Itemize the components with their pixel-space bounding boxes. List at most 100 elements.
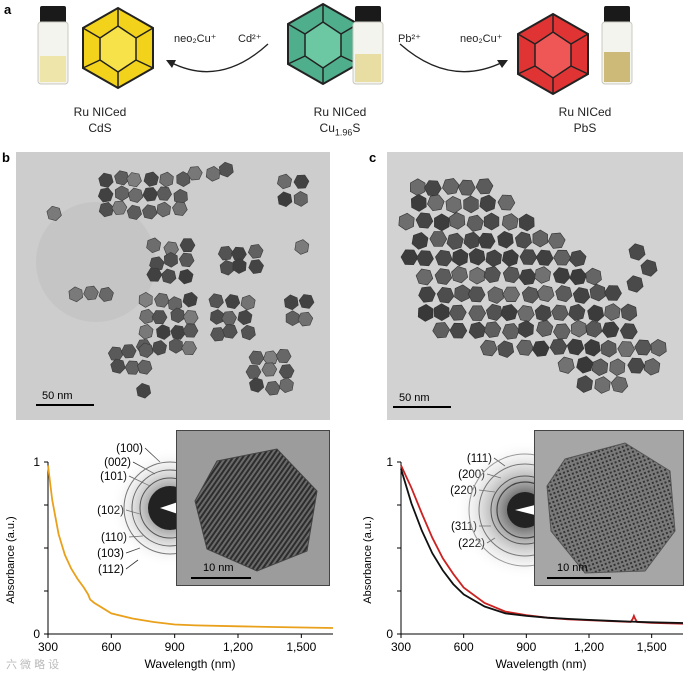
nanoparticle [208, 293, 224, 309]
nanoparticle [417, 304, 434, 322]
tem-image-b: 50 nm [16, 152, 330, 420]
nanoparticle [514, 231, 532, 249]
nanoparticle [553, 323, 571, 340]
nanoparticle [477, 232, 496, 249]
nanoparticle [159, 171, 174, 188]
nanoparticle [449, 212, 466, 230]
nanoparticle [557, 356, 575, 374]
x-tick-label: 900 [516, 640, 536, 654]
hrtem-image-b: 10 nm [176, 430, 330, 586]
nanoparticle [187, 166, 203, 181]
nanoparticle [436, 286, 455, 304]
panel-label-b: b [2, 150, 10, 165]
nanoparticle [146, 267, 163, 282]
nanoparticle [278, 364, 295, 379]
x-tick-label: 300 [391, 640, 411, 654]
nanoparticle [517, 305, 535, 322]
ring-label: (112) [98, 564, 124, 576]
right-arrow-reagent: Pb²⁺ [398, 33, 421, 45]
nanoparticle [487, 286, 504, 304]
nanoparticle [468, 305, 487, 321]
nanoparticle [568, 303, 586, 322]
ring-label: (100) [116, 443, 143, 455]
nanoparticle [451, 265, 469, 284]
nanoparticle [416, 250, 434, 267]
nanoparticle [570, 319, 587, 338]
nanoparticle [432, 322, 450, 339]
nanoparticle [448, 304, 467, 321]
nanoparticle [151, 340, 167, 356]
ring-leader [125, 559, 139, 570]
hr-scale-label-c: 10 nm [557, 562, 588, 574]
scale-bar-b [36, 404, 94, 406]
nanoparticle [585, 320, 603, 338]
nanoparticle [410, 194, 427, 212]
xlabel-b: Wavelength (nm) [145, 657, 236, 671]
hr-scale-label-b: 10 nm [203, 562, 234, 574]
nanoparticle [449, 322, 468, 339]
nanoparticle [169, 337, 183, 354]
nanoparticle [120, 344, 137, 359]
nanoparticle [283, 294, 299, 311]
nanoparticle [297, 311, 314, 327]
nanoparticle [179, 238, 196, 252]
nanoparticle [110, 358, 126, 374]
nanoparticle [151, 310, 168, 325]
nanoparticle [587, 304, 605, 323]
nanoparticle [400, 249, 419, 266]
nanoparticle [518, 213, 535, 232]
nanoparticle [466, 214, 484, 232]
series-line-CdS [47, 465, 334, 629]
nanoparticle [549, 338, 568, 355]
nanoparticle [517, 320, 534, 338]
nanoparticle [143, 171, 159, 187]
nanoparticle [609, 358, 626, 377]
nanoparticle [576, 375, 593, 393]
nanoparticle [454, 284, 471, 303]
nanoparticle [277, 191, 293, 208]
nanoparticle [627, 357, 646, 374]
nanoparticle [398, 212, 415, 231]
nanoparticle [126, 172, 142, 188]
nanoparticle [98, 286, 114, 302]
caption-pbs: Ru NICed PbS [558, 105, 612, 135]
nanoparticle [442, 178, 460, 195]
y-tick-label: 1 [33, 455, 40, 469]
nanoparticle [433, 303, 450, 322]
nanoparticle [584, 339, 601, 357]
nanoparticle [547, 232, 566, 249]
polyhedron-cu2s [287, 2, 359, 86]
panel-label-a: a [4, 2, 12, 17]
ylabel-b: Absorbance (a.u.) [5, 516, 17, 603]
scale-label-b: 50 nm [42, 390, 73, 402]
nanoparticle [519, 249, 538, 265]
nanoparticle [536, 319, 554, 338]
nanoparticle [601, 321, 620, 338]
left-arrow-product: neo₂Cu⁺ [174, 33, 217, 45]
nanoparticle [138, 324, 154, 340]
nanoparticle [248, 350, 265, 365]
hrtem-image-c: 10 nm [534, 430, 684, 586]
x-tick-label: 600 [454, 640, 474, 654]
hrtem-b-lattice [177, 431, 329, 585]
ring-label: (002) [104, 457, 131, 469]
nanoparticle [161, 268, 177, 284]
nanoparticle [589, 283, 607, 302]
nanoparticle [485, 303, 504, 321]
nanoparticle [500, 304, 518, 322]
nanoparticle [156, 201, 171, 218]
nanoparticle [479, 194, 496, 213]
nanoparticle [68, 286, 84, 303]
nanoparticle [551, 304, 569, 321]
nanoparticle [640, 259, 658, 277]
polyhedron-pbs [517, 12, 589, 96]
nanoparticle [604, 303, 621, 321]
y-tick-label: 0 [33, 627, 40, 641]
nanoparticle [617, 341, 636, 357]
nanoparticle [463, 195, 479, 214]
nanoparticle [516, 339, 534, 356]
nanoparticle [285, 310, 300, 327]
nanoparticle [232, 258, 247, 274]
reaction-scheme-graphic [37, 2, 633, 96]
nanoparticle [502, 266, 521, 284]
